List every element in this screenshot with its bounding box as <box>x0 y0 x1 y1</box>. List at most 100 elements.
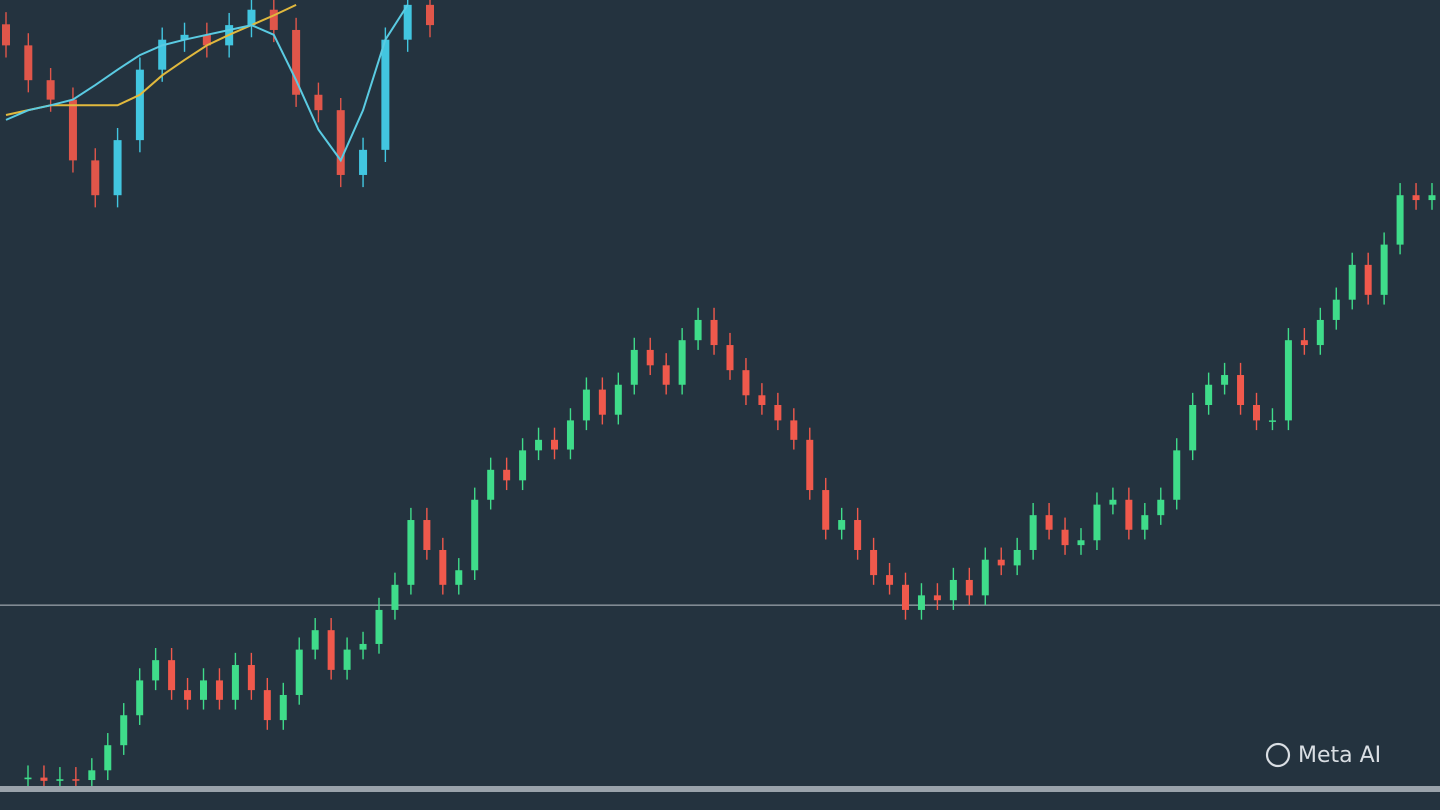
candle-body <box>1109 499 1117 505</box>
candle-body <box>423 520 431 550</box>
candle-body <box>742 370 750 396</box>
candle-body <box>1253 405 1260 421</box>
candle-body <box>614 384 622 415</box>
candle-body <box>965 579 973 596</box>
candle-body <box>678 340 686 385</box>
candle-body <box>1205 384 1213 405</box>
candle-body <box>359 149 368 175</box>
candle-body <box>1141 515 1149 530</box>
candle-body <box>152 660 160 681</box>
candle-body <box>426 4 434 26</box>
candle-body <box>407 520 415 585</box>
candle-body <box>1125 499 1133 530</box>
candle-body <box>838 520 846 530</box>
candle-body <box>104 745 112 771</box>
candle-body <box>46 80 55 100</box>
candle-body <box>646 349 654 366</box>
candle-body <box>247 665 255 691</box>
candle-body <box>1396 195 1404 245</box>
candle-body <box>902 584 909 610</box>
candle-body <box>247 9 256 26</box>
candle-body <box>1348 264 1356 300</box>
candle-body <box>487 469 495 500</box>
candle-body <box>1268 420 1276 422</box>
candle-body <box>314 94 323 111</box>
candle-body <box>758 395 766 405</box>
candle-body <box>40 777 48 781</box>
candle-body <box>231 665 239 700</box>
candle-body <box>598 389 606 415</box>
candle-body <box>295 649 303 695</box>
candle-body <box>886 575 894 585</box>
candle-body <box>1284 340 1292 421</box>
candle-body <box>200 680 207 700</box>
candle-body <box>503 469 511 481</box>
bottom-bar <box>0 786 1440 792</box>
candle-body <box>870 549 878 576</box>
candle-body <box>854 520 862 550</box>
candle-body <box>269 9 278 30</box>
candle-body <box>1029 515 1037 550</box>
candle-body <box>981 559 989 596</box>
candle-body <box>391 584 399 610</box>
candle-body <box>24 777 32 780</box>
candle-body <box>88 770 96 781</box>
candle-body <box>1428 195 1436 201</box>
candle-body <box>949 579 957 601</box>
candle-body <box>359 643 367 650</box>
candle-body <box>1045 515 1053 530</box>
candle-body <box>403 4 412 40</box>
candle-body <box>311 630 319 650</box>
watermark-text: Meta AI <box>1298 743 1381 768</box>
candle-body <box>1237 375 1245 405</box>
candle-body <box>1157 499 1165 516</box>
candle-body <box>726 345 734 371</box>
candle-body <box>2 24 10 46</box>
candle-body <box>180 34 189 40</box>
candle-body <box>381 39 390 150</box>
watermark: Meta AI <box>1265 742 1381 768</box>
candle-body <box>1364 264 1372 295</box>
candle-body <box>120 715 128 746</box>
candle-body <box>1061 529 1069 546</box>
candle-body <box>471 499 479 571</box>
candle-body <box>292 29 301 95</box>
candle-body <box>933 595 941 601</box>
candle-body <box>455 570 463 585</box>
candle-body <box>710 319 718 346</box>
candle-body <box>336 110 345 175</box>
candle-body <box>343 649 351 670</box>
candle-body <box>997 559 1005 566</box>
candle-body <box>790 420 798 440</box>
candle-body <box>566 420 574 450</box>
candle-body <box>68 99 77 161</box>
candle-body <box>375 609 383 644</box>
candle-body <box>551 439 558 450</box>
candle-body <box>774 405 782 421</box>
candle-body <box>263 690 271 721</box>
candle-body <box>917 595 925 610</box>
candle-body <box>56 779 64 781</box>
main-chart <box>0 183 1440 791</box>
candle-body <box>202 34 211 46</box>
candle-body <box>1380 244 1388 295</box>
candle-body <box>1412 195 1420 201</box>
line-series <box>5 4 409 163</box>
candle-body <box>822 490 830 530</box>
candle-body <box>24 45 33 81</box>
candle-body <box>1316 319 1324 346</box>
candle-body <box>168 660 176 691</box>
candle-body <box>582 389 590 421</box>
candle-body <box>694 319 702 341</box>
candle-body <box>135 69 144 141</box>
candle-body <box>1173 450 1181 500</box>
candle-body <box>215 680 223 700</box>
watermark-icon <box>1265 742 1291 768</box>
candle-body <box>184 690 192 700</box>
candle-body <box>1077 540 1085 546</box>
upper-chart <box>2 0 434 208</box>
candle-body <box>1093 504 1101 541</box>
candle-body <box>1300 340 1308 346</box>
